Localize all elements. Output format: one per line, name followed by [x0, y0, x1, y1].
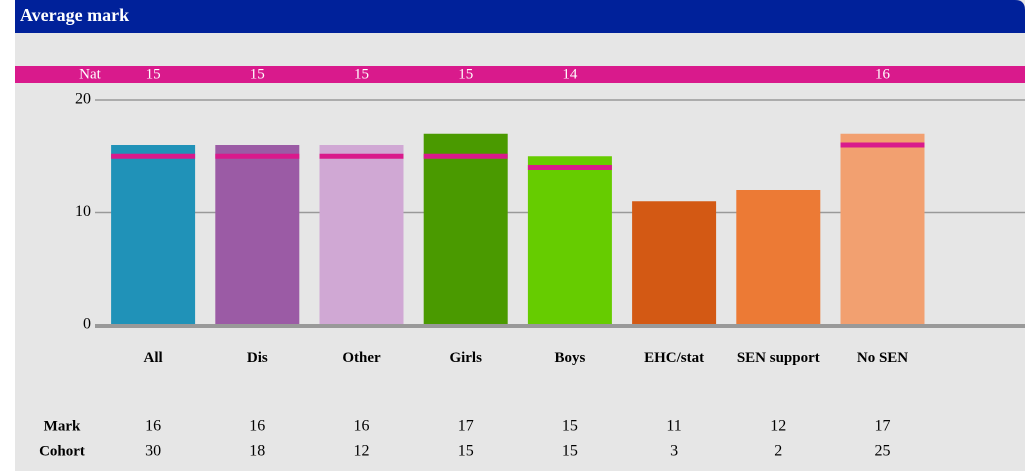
chart-title: Average mark [20, 5, 129, 25]
cohort-value: 12 [354, 443, 370, 460]
mark-value: 12 [770, 418, 786, 435]
nat-marker [111, 153, 196, 159]
bar [736, 190, 821, 325]
x-tick-label: SEN support [736, 350, 820, 366]
x-tick-label: EHC/stat [644, 350, 705, 366]
y-tick-label: 20 [75, 91, 91, 108]
row-label: Mark [44, 418, 81, 434]
nat-value: 15 [354, 66, 369, 82]
nat-value: 15 [146, 66, 161, 82]
mark-value: 17 [458, 418, 474, 435]
y-tick-label: 10 [75, 203, 91, 220]
x-tick-label: All [143, 350, 163, 366]
nat-band [15, 66, 1025, 83]
x-tick-label: Girls [449, 350, 482, 366]
mark-value: 11 [666, 418, 681, 435]
x-tick-label: Other [342, 350, 381, 366]
mark-value: 16 [354, 418, 370, 435]
bar [423, 133, 508, 325]
nat-value: 15 [250, 66, 265, 82]
nat-value: 15 [458, 66, 473, 82]
bar [527, 156, 612, 325]
x-tick-label: Boys [554, 350, 586, 366]
bar [319, 145, 404, 325]
mark-value: 16 [145, 418, 161, 435]
cohort-value: 25 [875, 443, 891, 460]
nat-marker [215, 153, 300, 159]
bar [632, 201, 717, 325]
row-label: Cohort [39, 443, 85, 459]
y-tick-label: 0 [83, 316, 91, 333]
mark-value: 16 [249, 418, 265, 435]
nat-marker [319, 153, 404, 159]
nat-value: 14 [562, 66, 578, 82]
nat-label: Nat [79, 66, 101, 82]
cohort-value: 18 [249, 443, 265, 460]
mark-value: 15 [562, 418, 578, 435]
x-tick-label: Dis [246, 350, 268, 366]
nat-marker [527, 165, 612, 170]
mark-value: 17 [875, 418, 891, 435]
cohort-value: 15 [562, 443, 578, 460]
title-bar [15, 0, 1025, 33]
nat-marker [423, 153, 508, 159]
bar [215, 145, 300, 325]
nat-marker [840, 142, 925, 148]
cohort-value: 15 [458, 443, 474, 460]
x-tick-label: No SEN [856, 350, 909, 366]
bar [840, 133, 925, 325]
nat-value: 16 [875, 66, 891, 82]
cohort-value: 2 [774, 443, 782, 460]
cohort-value: 30 [145, 443, 161, 460]
bar [111, 145, 196, 325]
cohort-value: 3 [670, 443, 678, 460]
